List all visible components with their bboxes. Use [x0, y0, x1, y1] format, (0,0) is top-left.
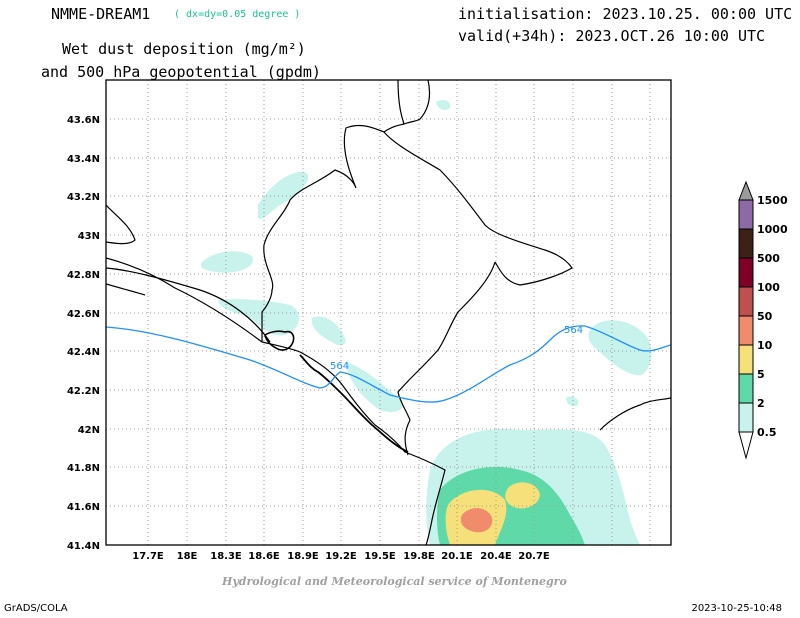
colorbar-level-label: 0.5 [757, 426, 777, 439]
contour-label-564-left: 564 [330, 361, 349, 372]
lon-label: 18.9E [287, 551, 319, 562]
colorbar-level-label: 50 [757, 310, 773, 323]
latitude-labels: 43.6N 43.4N 43.2N 43N 42.8N 42.6N 42.4N … [67, 115, 100, 552]
longitude-labels: 17.7E 18E 18.3E 18.6E 18.9E 19.2E 19.5E … [132, 551, 550, 562]
colorbar-swatch [738, 402, 754, 433]
colorbar-swatch [738, 373, 754, 404]
lat-label: 42.2N [67, 386, 100, 397]
lon-label: 18.3E [210, 551, 242, 562]
colorbar-swatch [738, 344, 754, 375]
colorbar-bottom-cap [738, 431, 754, 460]
lat-label: 43.4N [67, 154, 100, 165]
lat-label: 43.2N [67, 192, 100, 203]
lat-label: 42.4N [67, 347, 100, 358]
colorbar-level-label: 100 [757, 281, 780, 294]
lon-label: 18.6E [248, 551, 280, 562]
lat-label: 42.6N [67, 309, 100, 320]
resolution-note: ( dx=dy=0.05 degree ) [174, 9, 301, 20]
borders-coastline [106, 80, 671, 545]
colorbar-swatch [738, 228, 754, 259]
lat-label: 41.6N [67, 502, 100, 513]
map-title-line1: Wet dust deposition (mg/m²) [62, 40, 306, 58]
colorbar-top-cap [738, 180, 754, 201]
timestamp-label: 2023-10-25-10:48 [691, 603, 782, 614]
colorbar-level-label: 1000 [757, 223, 788, 236]
model-name: NMME-DREAM1 [51, 5, 151, 23]
lon-label: 20.7E [518, 551, 550, 562]
lon-label: 18E [177, 551, 198, 562]
lon-label: 20.4E [480, 551, 512, 562]
lat-label: 43.6N [67, 115, 100, 126]
colorbar-swatch [738, 286, 754, 317]
colorbar-level-label: 500 [757, 252, 780, 265]
lat-label: 41.8N [67, 463, 100, 474]
lon-label: 20.1E [441, 551, 473, 562]
software-label: GrADS/COLA [4, 603, 68, 614]
map-frame [105, 79, 672, 546]
colorbar-swatch [738, 315, 754, 346]
credit-line: Hydrological and Meteorological service … [222, 575, 567, 588]
lat-label: 41.4N [67, 541, 100, 552]
map-title-line2: and 500 hPa geopotential (gpdm) [41, 63, 321, 81]
lon-label: 19.8E [403, 551, 435, 562]
colorbar-level-label: 5 [757, 368, 765, 381]
initialisation-time: initialisation: 2023.10.25. 00:00 UTC [458, 5, 793, 23]
colorbar-swatch [738, 257, 754, 288]
colorbar: 1500 1000 500 100 50 10 5 2 0.5 [738, 180, 788, 460]
lon-label: 19.2E [325, 551, 357, 562]
lon-label: 19.5E [364, 551, 396, 562]
colorbar-level-label: 10 [757, 339, 773, 352]
geopotential-contour-564 [106, 325, 671, 403]
colorbar-swatch [738, 199, 754, 230]
colorbar-level-label: 2 [757, 397, 765, 410]
lat-label: 42.8N [67, 270, 100, 281]
lat-label: 43N [78, 231, 100, 242]
valid-time: valid(+34h): 2023.OCT.26 10:00 UTC [458, 27, 766, 45]
map-plot-area [105, 79, 672, 546]
colorbar-level-label: 1500 [757, 194, 788, 207]
contour-label-564-right: 564 [564, 325, 583, 336]
lat-label: 42N [78, 425, 100, 436]
lon-label: 17.7E [132, 551, 164, 562]
